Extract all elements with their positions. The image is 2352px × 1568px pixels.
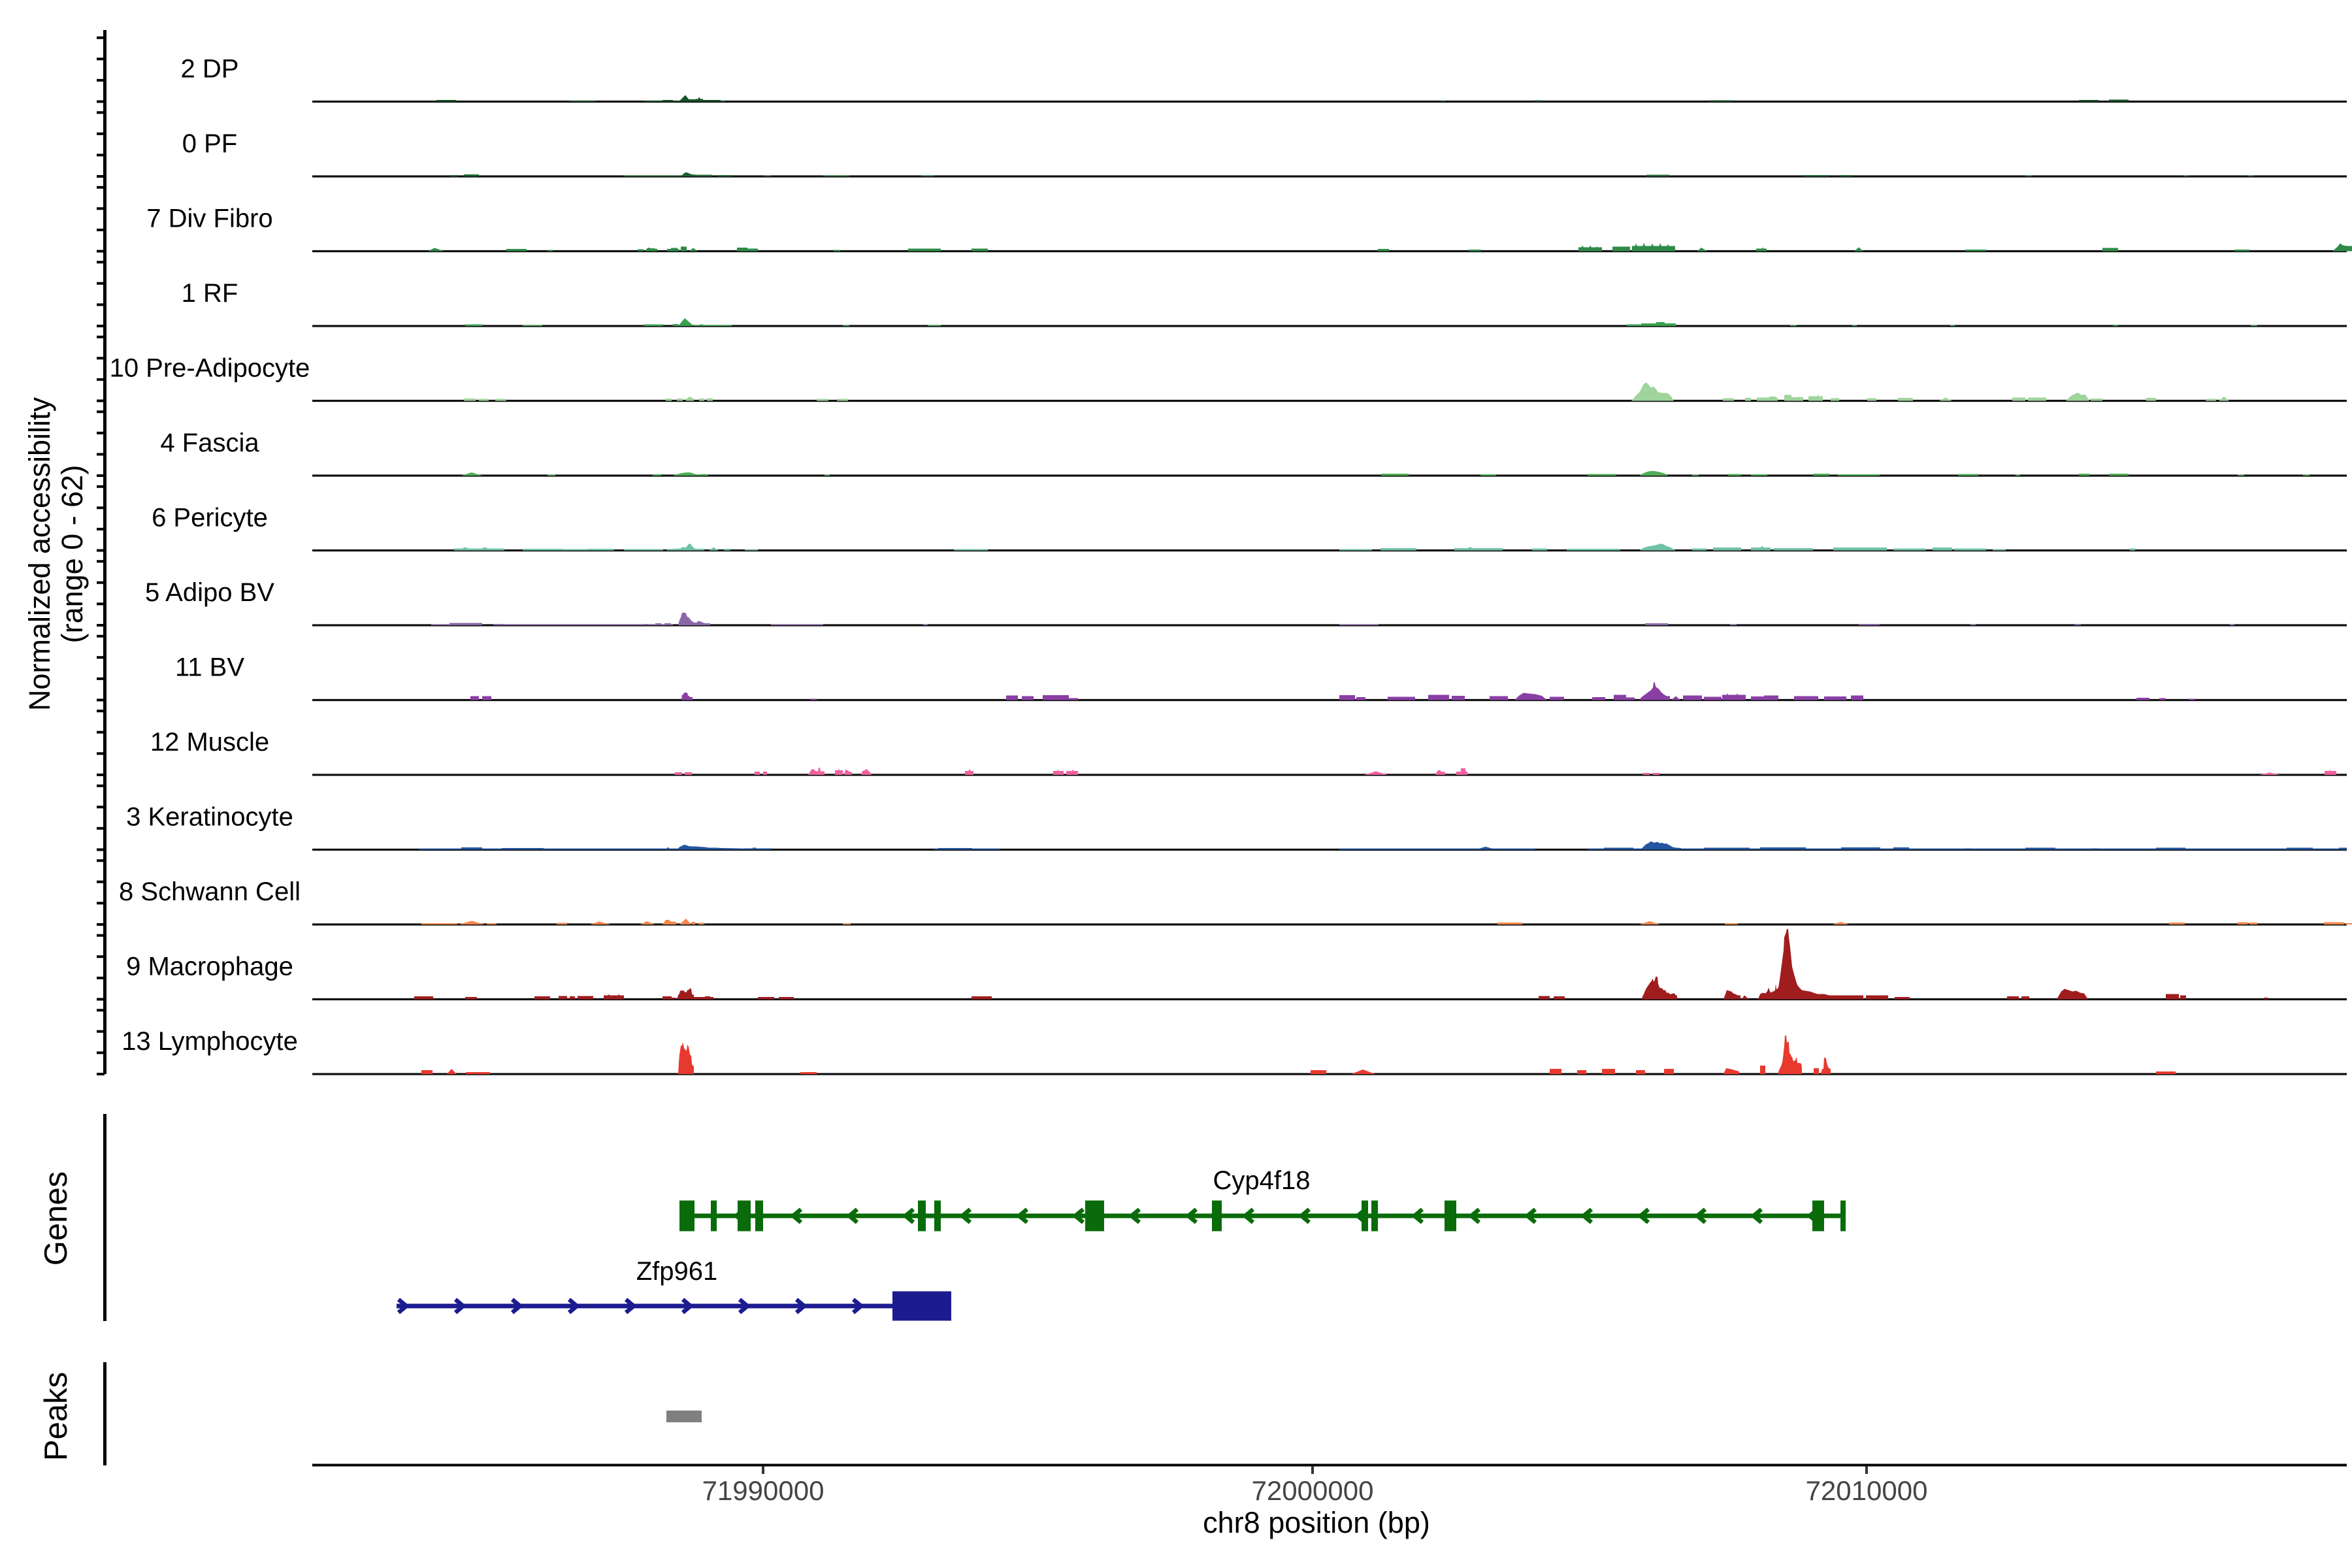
svg-text:11 BV: 11 BV [175,653,244,682]
svg-text:8 Schwann Cell: 8 Schwann Cell [119,877,301,906]
svg-text:Zfp961: Zfp961 [636,1257,718,1286]
svg-text:Genes: Genes [39,1171,74,1266]
svg-text:1 RF: 1 RF [182,279,238,308]
svg-text:(range 0 - 62): (range 0 - 62) [56,465,89,644]
svg-text:3 Keratinocyte: 3 Keratinocyte [126,803,293,832]
svg-text:72010000: 72010000 [1806,1475,1928,1506]
svg-text:9 Macrophage: 9 Macrophage [126,953,293,981]
svg-text:Normalized accessibility: Normalized accessibility [23,397,56,711]
svg-text:13 Lymphocyte: 13 Lymphocyte [122,1027,298,1056]
svg-text:72000000: 72000000 [1252,1475,1374,1506]
svg-text:Peaks: Peaks [39,1372,74,1461]
svg-text:0 PF: 0 PF [182,129,237,158]
svg-text:10 Pre-Adipocyte: 10 Pre-Adipocyte [110,354,310,383]
svg-text:Cyp4f18: Cyp4f18 [1213,1166,1311,1195]
svg-text:2 DP: 2 DP [181,55,239,84]
svg-text:12 Muscle: 12 Muscle [150,728,269,757]
svg-text:4 Fascia: 4 Fascia [160,429,259,457]
svg-text:71990000: 71990000 [702,1475,825,1506]
svg-text:6 Pericyte: 6 Pericyte [152,504,268,532]
svg-text:5 Adipo BV: 5 Adipo BV [145,578,274,607]
svg-text:chr8 position (bp): chr8 position (bp) [1203,1506,1430,1539]
svg-text:7 Div Fibro: 7 Div Fibro [146,204,272,233]
